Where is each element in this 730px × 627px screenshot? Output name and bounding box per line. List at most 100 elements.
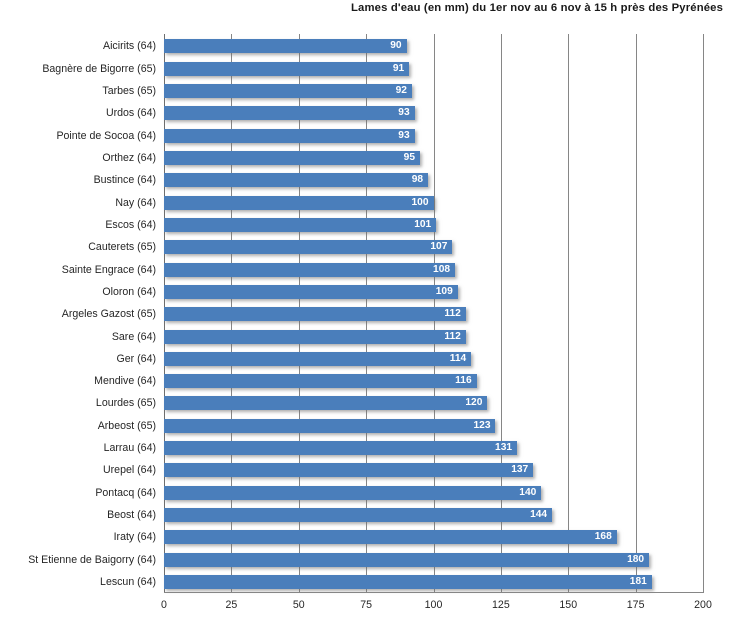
bar[interactable] — [164, 530, 617, 545]
y-axis-label: Escos (64) — [105, 218, 156, 231]
bar-row: 109 — [164, 284, 703, 299]
bar-value-label: 112 — [444, 308, 461, 320]
bar-value-label: 92 — [395, 85, 407, 96]
bar-row: 181 — [164, 575, 703, 590]
bar[interactable] — [164, 150, 421, 165]
bar[interactable] — [164, 351, 472, 366]
bar[interactable] — [164, 329, 466, 344]
bar-row: 114 — [164, 351, 703, 366]
y-axis-category-labels: Aicirits (64) Bagnère de Bigorre (65) Tarb… — [0, 34, 156, 592]
bar-row: 90 — [164, 39, 703, 54]
y-axis-label: Tarbes (65) — [102, 85, 156, 97]
bar-value-label: 140 — [519, 486, 537, 498]
x-axis-tick-label: 75 — [360, 599, 373, 611]
bar-value-label: 100 — [411, 196, 429, 208]
bar[interactable] — [164, 552, 650, 567]
y-axis-label: Urepel (64) — [103, 464, 156, 477]
x-axis-line — [164, 592, 704, 593]
bar-row: 112 — [164, 329, 703, 344]
bar-row: 93 — [164, 128, 703, 143]
y-axis-label: Pointe de Socoa (64) — [56, 129, 156, 142]
y-axis-label: Arbeost (65) — [97, 419, 156, 432]
y-axis-label: Beost (64) — [107, 509, 156, 522]
gridline-200 — [703, 34, 704, 592]
bar-row: 168 — [164, 530, 703, 545]
bar[interactable] — [164, 240, 453, 255]
bar[interactable] — [164, 106, 415, 121]
bar-row: 107 — [164, 240, 703, 255]
bar-value-label: 107 — [430, 241, 448, 253]
bar-value-label: 181 — [629, 576, 647, 588]
bar-row: 140 — [164, 485, 703, 500]
bar-row: 98 — [164, 173, 703, 188]
bar[interactable] — [164, 307, 466, 322]
bar[interactable] — [164, 217, 437, 232]
bar-row: 180 — [164, 552, 703, 567]
y-axis-label: Urdos (64) — [105, 107, 156, 120]
y-axis-label: Orthez (64) — [102, 151, 156, 164]
bars-layer: 90 91 92 93 93 95 98 100 101 107 108 109 112 112 114 11… — [164, 34, 703, 592]
bar-value-label: 123 — [473, 419, 491, 431]
x-axis-tick-label: 175 — [626, 599, 645, 611]
bar-row: 91 — [164, 61, 703, 76]
bar[interactable] — [164, 463, 534, 478]
bar-row: 101 — [164, 217, 703, 232]
bar-value-label: 120 — [465, 397, 483, 409]
y-axis-label: Bagnère de Bigorre (65) — [42, 62, 156, 75]
bar[interactable] — [164, 128, 415, 143]
y-axis-label: Nay (64) — [115, 196, 156, 209]
bar[interactable] — [164, 284, 458, 299]
bar[interactable] — [164, 575, 652, 590]
y-axis-label: Sainte Engrace (64) — [61, 263, 156, 276]
y-axis-label: Iraty (64) — [113, 531, 156, 544]
bar-value-label: 137 — [511, 464, 529, 476]
y-axis-label: Pontacq (64) — [95, 486, 156, 499]
plot-area: 90 91 92 93 93 95 98 100 101 107 108 109 112 112 114 11… — [164, 34, 704, 592]
bar[interactable] — [164, 262, 456, 277]
y-axis-label: Larrau (64) — [103, 442, 156, 455]
y-axis-label: Ger (64) — [116, 352, 156, 365]
bar-value-label: 168 — [594, 531, 612, 543]
y-axis-label: Lourdes (65) — [95, 397, 156, 410]
bar[interactable] — [164, 485, 542, 500]
bar-row: 95 — [164, 150, 703, 165]
x-axis-tick-label: 50 — [292, 599, 305, 611]
x-axis-tick-label: 25 — [225, 599, 238, 611]
bar[interactable] — [164, 61, 410, 76]
bar-row: 108 — [164, 262, 703, 277]
y-axis-label: Bustince (64) — [93, 174, 156, 187]
bar[interactable] — [164, 508, 553, 523]
bar[interactable] — [164, 39, 407, 54]
bar-value-label: 180 — [627, 553, 645, 565]
bar-value-label: 131 — [495, 442, 513, 454]
bar-value-label: 90 — [390, 40, 402, 52]
bar-row: 144 — [164, 508, 703, 523]
y-axis-label: Mendive (64) — [94, 375, 156, 388]
x-axis-tick-label: 0 — [161, 599, 167, 611]
x-axis-tick-label: 100 — [424, 599, 443, 611]
bar-row: 112 — [164, 307, 703, 322]
bar-value-label: 109 — [435, 285, 453, 297]
bar[interactable] — [164, 84, 412, 98]
bar-value-label: 91 — [392, 62, 405, 74]
bar[interactable] — [164, 195, 434, 210]
bar-row: 137 — [164, 463, 703, 478]
bar-value-label: 112 — [444, 330, 461, 342]
y-axis-label: Aicirits (64) — [103, 40, 156, 53]
chart-title: Lames d'eau (en mm) du 1er nov au 6 nov … — [351, 2, 724, 14]
bar-value-label: 95 — [403, 151, 416, 163]
x-axis-tick-label: 200 — [694, 599, 712, 611]
bar[interactable] — [164, 374, 477, 389]
y-axis-label: Argeles Gazost (65) — [61, 308, 156, 321]
bar[interactable] — [164, 396, 488, 411]
bar-row: 116 — [164, 374, 703, 389]
bar[interactable] — [164, 418, 496, 433]
bar-value-label: 116 — [455, 375, 472, 387]
y-axis-label: Cauterets (65) — [88, 241, 156, 254]
bar[interactable] — [164, 441, 518, 456]
bar[interactable] — [164, 173, 429, 188]
bar-row: 100 — [164, 195, 703, 210]
bar-row: 92 — [164, 84, 703, 98]
x-axis-tick-label: 150 — [559, 599, 578, 611]
